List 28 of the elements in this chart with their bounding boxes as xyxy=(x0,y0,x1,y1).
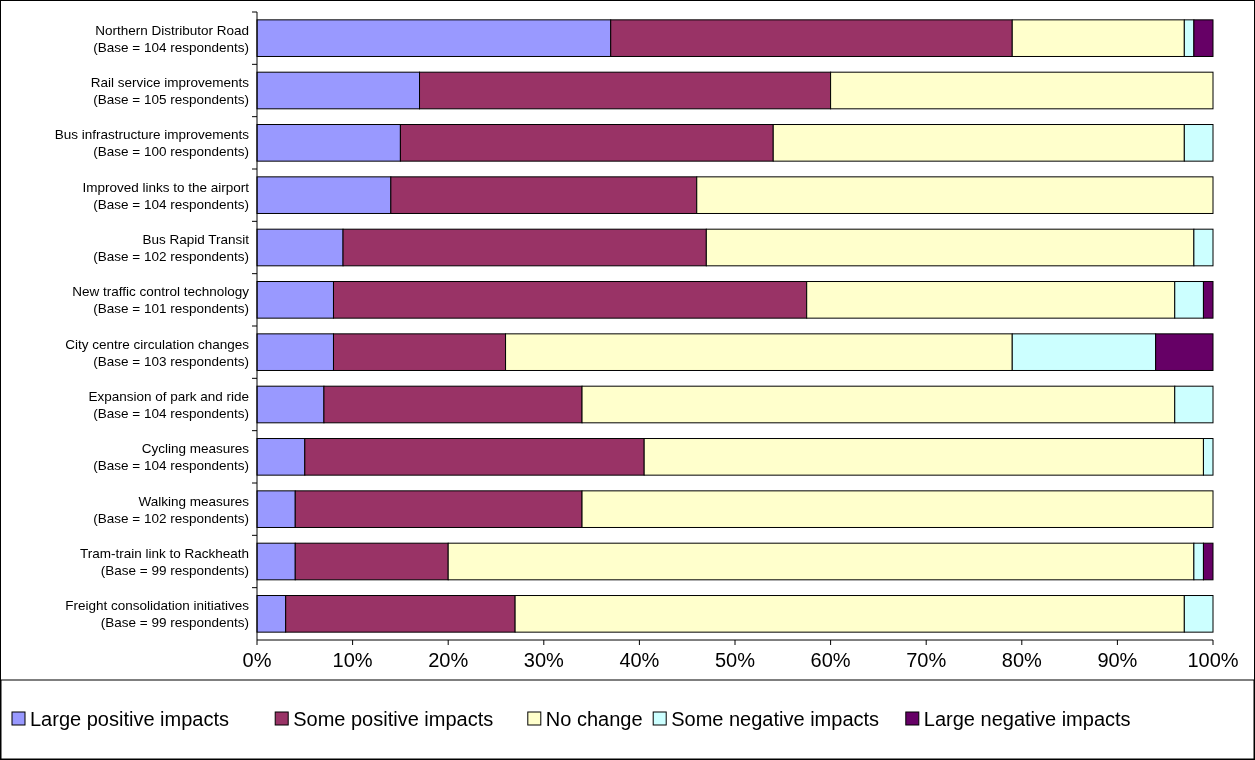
y-tick-label: Cycling measures (Base = 104 respondents) xyxy=(93,441,250,474)
y-tick-label: New traffic control technology (Base = 101 respondents) xyxy=(72,284,250,317)
x-tick-label: 50% xyxy=(714,649,756,671)
x-tick-label: 90% xyxy=(1097,649,1138,671)
legend-label: Large positive impacts xyxy=(30,708,229,730)
y-tick-label: Bus Rapid Transit (Base = 102 respondents) xyxy=(93,232,250,264)
y-tick-label: Rail service improvements (Base = 105 respondents) xyxy=(90,75,250,107)
legend-label: Some positive impacts xyxy=(293,708,494,730)
y-tick-label: Walking measures (Base = 102 respondents) xyxy=(93,493,250,526)
x-tick-label: 10% xyxy=(332,649,373,671)
y-tick-label: Tram-train link to Rackheath (Base = 99 respondents) xyxy=(79,546,249,578)
x-tick-label: 40% xyxy=(619,649,660,671)
y-tick-label: Bus infrastructure improvements (Base = 100 respondents) xyxy=(54,127,250,160)
y-tick-label: Freight consolidation initiatives (Base = 99 respondents) xyxy=(65,598,250,631)
x-tick-label: 70% xyxy=(906,649,947,671)
legend-label: No change xyxy=(545,708,643,730)
x-tick-label: 100% xyxy=(1187,649,1239,671)
y-tick-label: City centre circulation changes (Base = 103 respondents) xyxy=(65,336,250,369)
y-tick-label: Improved links to the airport (Base = 104 respondents) xyxy=(82,179,250,212)
y-tick-label: Northern Distributor Road (Base = 104 respondents) xyxy=(93,22,249,55)
y-tick-label: Expansion of park and ride (Base = 104 respondents) xyxy=(88,389,249,421)
x-tick-label: 30% xyxy=(523,649,565,671)
legend-label: Large negative impacts xyxy=(923,708,1131,730)
x-tick-label: 20% xyxy=(428,649,469,671)
x-tick-label: 80% xyxy=(1001,649,1043,671)
x-tick-label: 60% xyxy=(810,649,851,671)
legend-label: Some negative impacts xyxy=(671,708,880,730)
x-tick-label: 0% xyxy=(242,649,272,671)
